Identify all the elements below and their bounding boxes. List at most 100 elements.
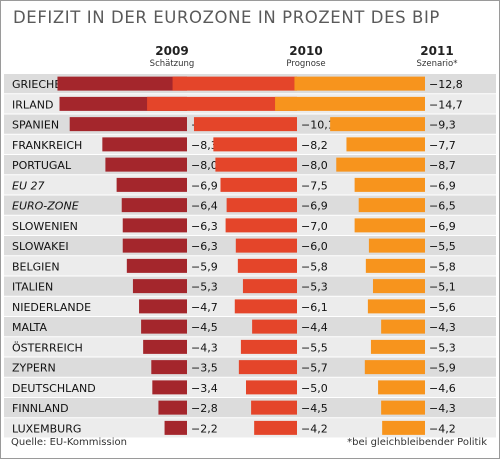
value-label-2009-deutschland: −3,4: [191, 382, 218, 395]
value-label-2011-eu-27: −6,9: [429, 179, 456, 192]
value-label-2010-slowakei: −6,0: [301, 240, 328, 253]
value-label-2011-niederlande: −5,6: [429, 301, 456, 314]
value-label-2009-portugal: −8,0: [191, 159, 218, 172]
footnote: *bei gleichbleibender Politik: [347, 437, 487, 448]
bar-2010-spanien: [193, 117, 297, 132]
bar-2011-spanien: [330, 117, 425, 132]
bar-2009-frankreich: [102, 137, 187, 152]
value-label-2010-eu-27: −7,5: [301, 179, 328, 192]
value-label-2009-finnland: −2,8: [191, 402, 218, 415]
value-label-2009-slowakei: −6,3: [191, 240, 218, 253]
country-label-finnland: FINNLAND: [12, 402, 69, 415]
subtitle-2010: Prognose: [286, 59, 326, 69]
value-label-2009-belgien: −5,9: [191, 260, 218, 273]
value-label-2010-deutschland: −5,0: [301, 382, 328, 395]
value-label-2011-euro-zone: −6,5: [429, 200, 456, 213]
bar-2011-slowenien: [354, 218, 425, 233]
bar-2010-luxemburg: [254, 420, 297, 435]
country-label-niederlande: NIEDERLANDE: [12, 301, 91, 314]
bar-2010-belgien: [237, 258, 297, 273]
value-label-2010-zypern: −5,7: [301, 362, 328, 375]
bar-2009-euro-zone: [121, 198, 187, 213]
value-label-2011-griechenland: −12,8: [429, 78, 463, 91]
bar-2010-irland: [147, 96, 297, 111]
country-label-zypern: ZYPERN: [12, 362, 56, 375]
bar-2010-niederlande: [234, 299, 297, 314]
country-label-slowenien: SLOWENIEN: [12, 220, 78, 233]
country-label-frankreich: FRANKREICH: [12, 139, 82, 152]
value-label-2011-slowenien: −6,9: [429, 220, 456, 233]
bar-2011-belgien: [365, 258, 425, 273]
country-label-österreich: ÖSTERREICH: [12, 341, 83, 354]
value-label-2010-luxemburg: −4,2: [301, 422, 328, 435]
value-label-2009-luxemburg: −2,2: [191, 422, 218, 435]
value-label-2010-belgien: −5,8: [301, 260, 328, 273]
bar-2011-frankreich: [346, 137, 425, 152]
bar-2011-malta: [381, 319, 425, 334]
value-label-2009-euro-zone: −6,4: [191, 200, 218, 213]
value-label-2010-slowenien: −7,0: [301, 220, 328, 233]
subtitle-2011: Szenario*: [416, 59, 458, 69]
value-label-2011-italien: −5,1: [429, 281, 456, 294]
bar-2011-portugal: [336, 157, 425, 172]
bar-2010-slowakei: [235, 238, 297, 253]
bar-2009-portugal: [105, 157, 187, 172]
value-label-2010-malta: −4,4: [301, 321, 328, 334]
country-label-luxemburg: LUXEMBURG: [12, 422, 81, 435]
bar-2009-italien: [132, 279, 187, 294]
bar-2011-italien: [372, 279, 425, 294]
value-label-2011-irland: −14,7: [429, 98, 463, 111]
bar-2009-griechenland: [57, 76, 188, 91]
value-label-2011-slowakei: −5,5: [429, 240, 456, 253]
bar-2011-zypern: [364, 360, 425, 375]
value-label-2011-deutschland: −4,6: [429, 382, 456, 395]
bar-2011-österreich: [370, 339, 425, 354]
bar-2011-slowakei: [368, 238, 425, 253]
country-label-eu-27: EU 27: [12, 179, 45, 192]
year-header-2011: 2011: [420, 44, 454, 58]
value-label-2009-niederlande: −4,7: [191, 301, 218, 314]
bar-2010-finnland: [251, 400, 297, 415]
value-label-2010-italien: −5,3: [301, 281, 328, 294]
value-label-2010-euro-zone: −6,9: [301, 200, 328, 213]
country-label-euro-zone: EURO-ZONE: [12, 200, 79, 213]
bar-2010-euro-zone: [226, 198, 297, 213]
value-label-2011-finnland: −4,3: [429, 402, 456, 415]
bar-2009-zypern: [151, 360, 187, 375]
source-note: Quelle: EU-Kommission: [11, 437, 127, 448]
bar-2010-eu-27: [220, 177, 297, 192]
value-label-2010-portugal: −8,0: [301, 159, 328, 172]
bar-2009-österreich: [143, 339, 187, 354]
bar-2011-griechenland: [294, 76, 425, 91]
value-label-2010-spanien: −10,1: [301, 119, 335, 132]
bar-2011-eu-27: [354, 177, 425, 192]
value-label-2011-portugal: −8,7: [429, 159, 456, 172]
bar-2010-slowenien: [225, 218, 297, 233]
bar-2011-deutschland: [378, 380, 425, 395]
value-label-2010-finnland: −4,5: [301, 402, 328, 415]
bar-2009-spanien: [69, 117, 187, 132]
value-label-2010-österreich: −5,5: [301, 341, 328, 354]
bar-2011-niederlande: [367, 299, 425, 314]
country-label-deutschland: DEUTSCHLAND: [12, 382, 96, 395]
year-header-2010: 2010: [289, 44, 323, 58]
bar-2011-finnland: [381, 400, 425, 415]
bar-2010-deutschland: [246, 380, 297, 395]
country-label-belgien: BELGIEN: [12, 260, 60, 273]
value-label-2009-slowenien: −6,3: [191, 220, 218, 233]
bar-2009-slowakei: [122, 238, 187, 253]
value-label-2009-eu-27: −6,9: [191, 179, 218, 192]
subtitle-2009: Schätzung: [149, 59, 195, 69]
value-label-2011-belgien: −5,8: [429, 260, 456, 273]
country-label-slowakei: SLOWAKEI: [12, 240, 69, 253]
bar-2009-finnland: [158, 400, 187, 415]
value-label-2011-luxemburg: −4,2: [429, 422, 456, 435]
bar-2009-belgien: [126, 258, 187, 273]
country-label-irland: IRLAND: [12, 98, 54, 111]
value-label-2010-frankreich: −8,2: [301, 139, 328, 152]
value-label-2011-malta: −4,3: [429, 321, 456, 334]
bar-2009-malta: [141, 319, 187, 334]
value-label-2011-spanien: −9,3: [429, 119, 456, 132]
